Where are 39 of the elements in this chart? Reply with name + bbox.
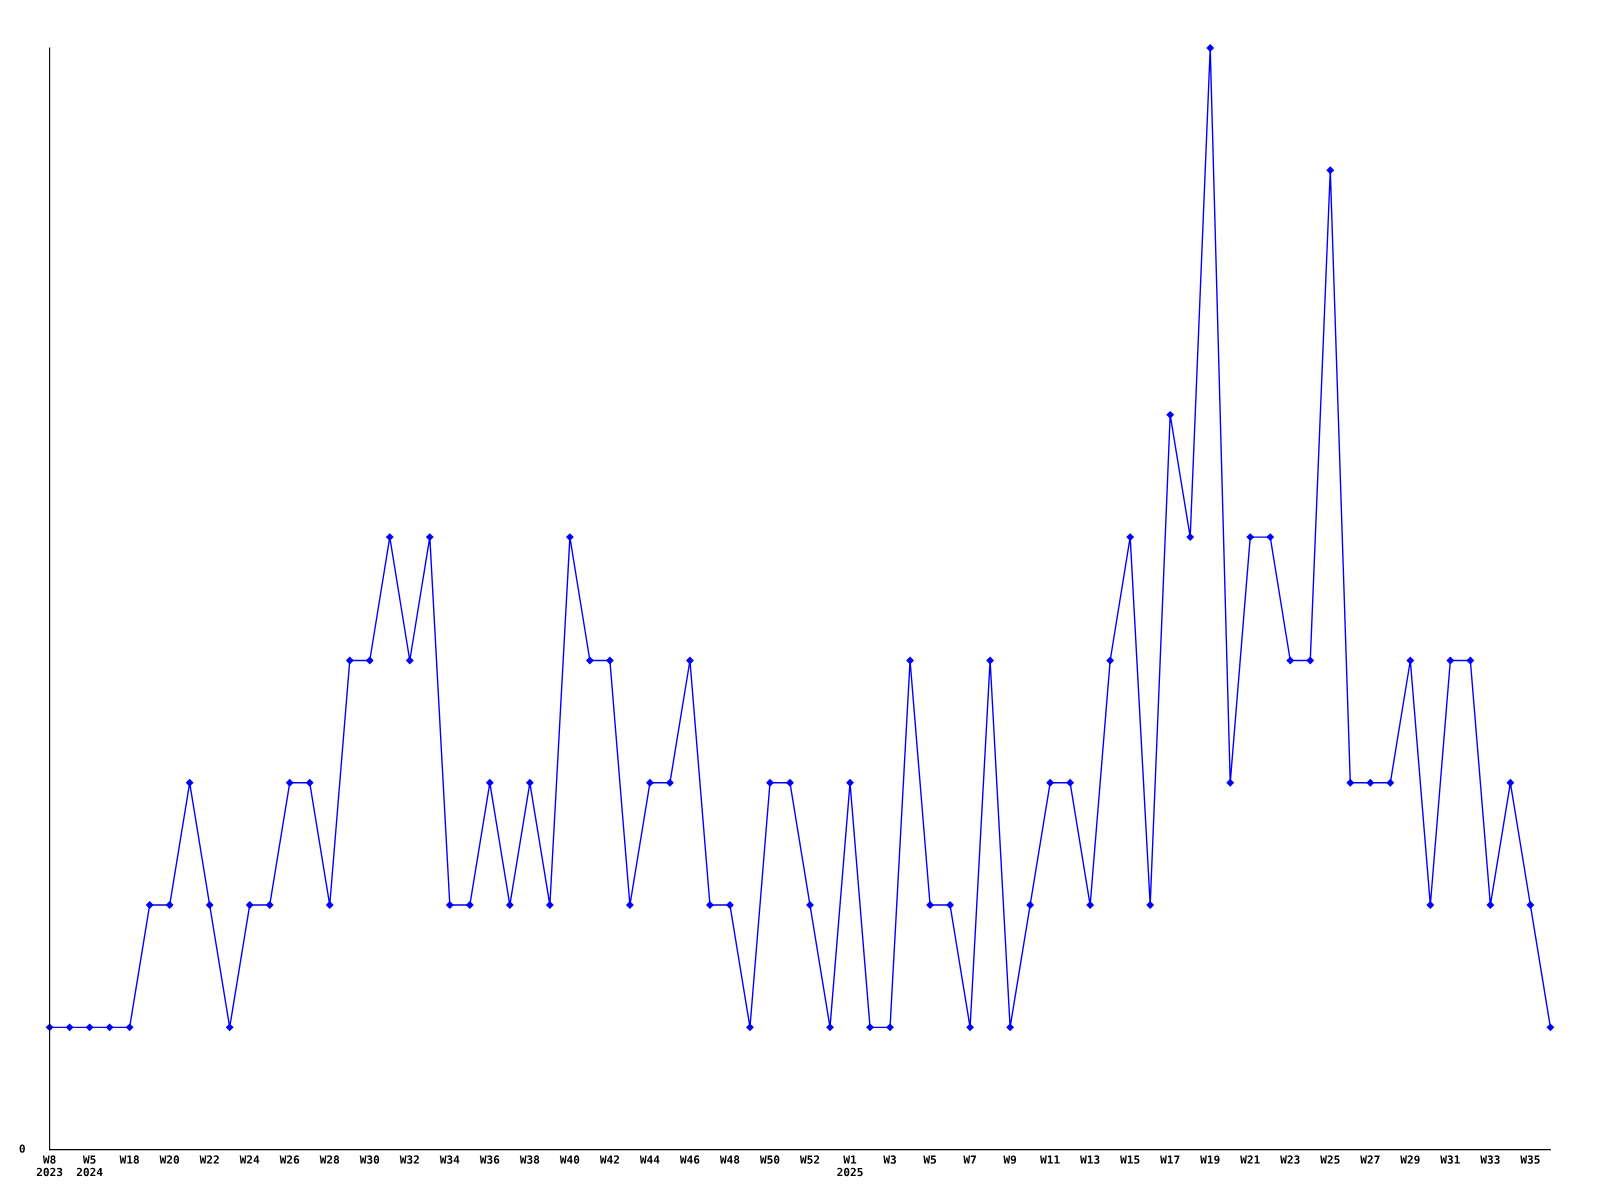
x-tick-label: W44 — [639, 1155, 660, 1164]
x-tick-label: W33 — [1480, 1155, 1500, 1164]
x-tick-label: W30 — [359, 1155, 380, 1164]
x-tick-label: W52 — [799, 1155, 820, 1164]
x-tick-label: W31 — [1440, 1155, 1460, 1164]
x-tick-label: W24 — [239, 1155, 260, 1164]
x-tick-label: W23 — [1280, 1155, 1300, 1164]
x-tick-label: W3 — [883, 1155, 897, 1164]
x-tick-label: W13 — [1080, 1155, 1100, 1164]
x-tick-label: W17 — [1160, 1155, 1180, 1164]
x-tick-label: W48 — [719, 1155, 740, 1164]
x-tick-label: W42 — [599, 1155, 620, 1164]
x-tick-label: W22 — [199, 1155, 219, 1164]
x-tick-label: W21 — [1240, 1155, 1260, 1164]
x-tick-label: W20 — [159, 1155, 180, 1164]
x-tick-label: W36 — [479, 1155, 500, 1164]
x-tick-label: W26 — [279, 1155, 300, 1164]
x-tick-label: W8 2023 — [36, 1155, 63, 1177]
x-tick-label: W50 — [759, 1155, 780, 1164]
x-tick-label: W35 — [1520, 1155, 1540, 1164]
x-tick-label: W32 — [399, 1155, 419, 1164]
x-tick-label: W34 — [439, 1155, 460, 1164]
text: 0 — [19, 1144, 25, 1153]
x-tick-label: W25 — [1320, 1155, 1340, 1164]
x-tick-label: W46 — [679, 1155, 700, 1164]
x-tick-label: W15 — [1120, 1155, 1140, 1164]
x-tick-label: W1 2025 — [837, 1155, 863, 1177]
x-tick-label: W29 — [1400, 1155, 1420, 1164]
x-tick-label: W38 — [519, 1155, 540, 1164]
x-tick-label: W27 — [1360, 1155, 1380, 1164]
x-tick-label: W5 2024 — [76, 1155, 103, 1177]
x-tick-label: W11 — [1040, 1155, 1060, 1164]
x-tick-label: W28 — [319, 1155, 340, 1164]
x-tick-label: W18 — [119, 1155, 139, 1164]
x-tick-label: W5 — [923, 1155, 937, 1164]
x-tick-label: W7 — [963, 1155, 976, 1164]
x-tick-label: W40 — [559, 1155, 580, 1164]
x-tick-label: W9 — [1003, 1155, 1017, 1164]
x-tick-label: W19 — [1200, 1155, 1220, 1164]
